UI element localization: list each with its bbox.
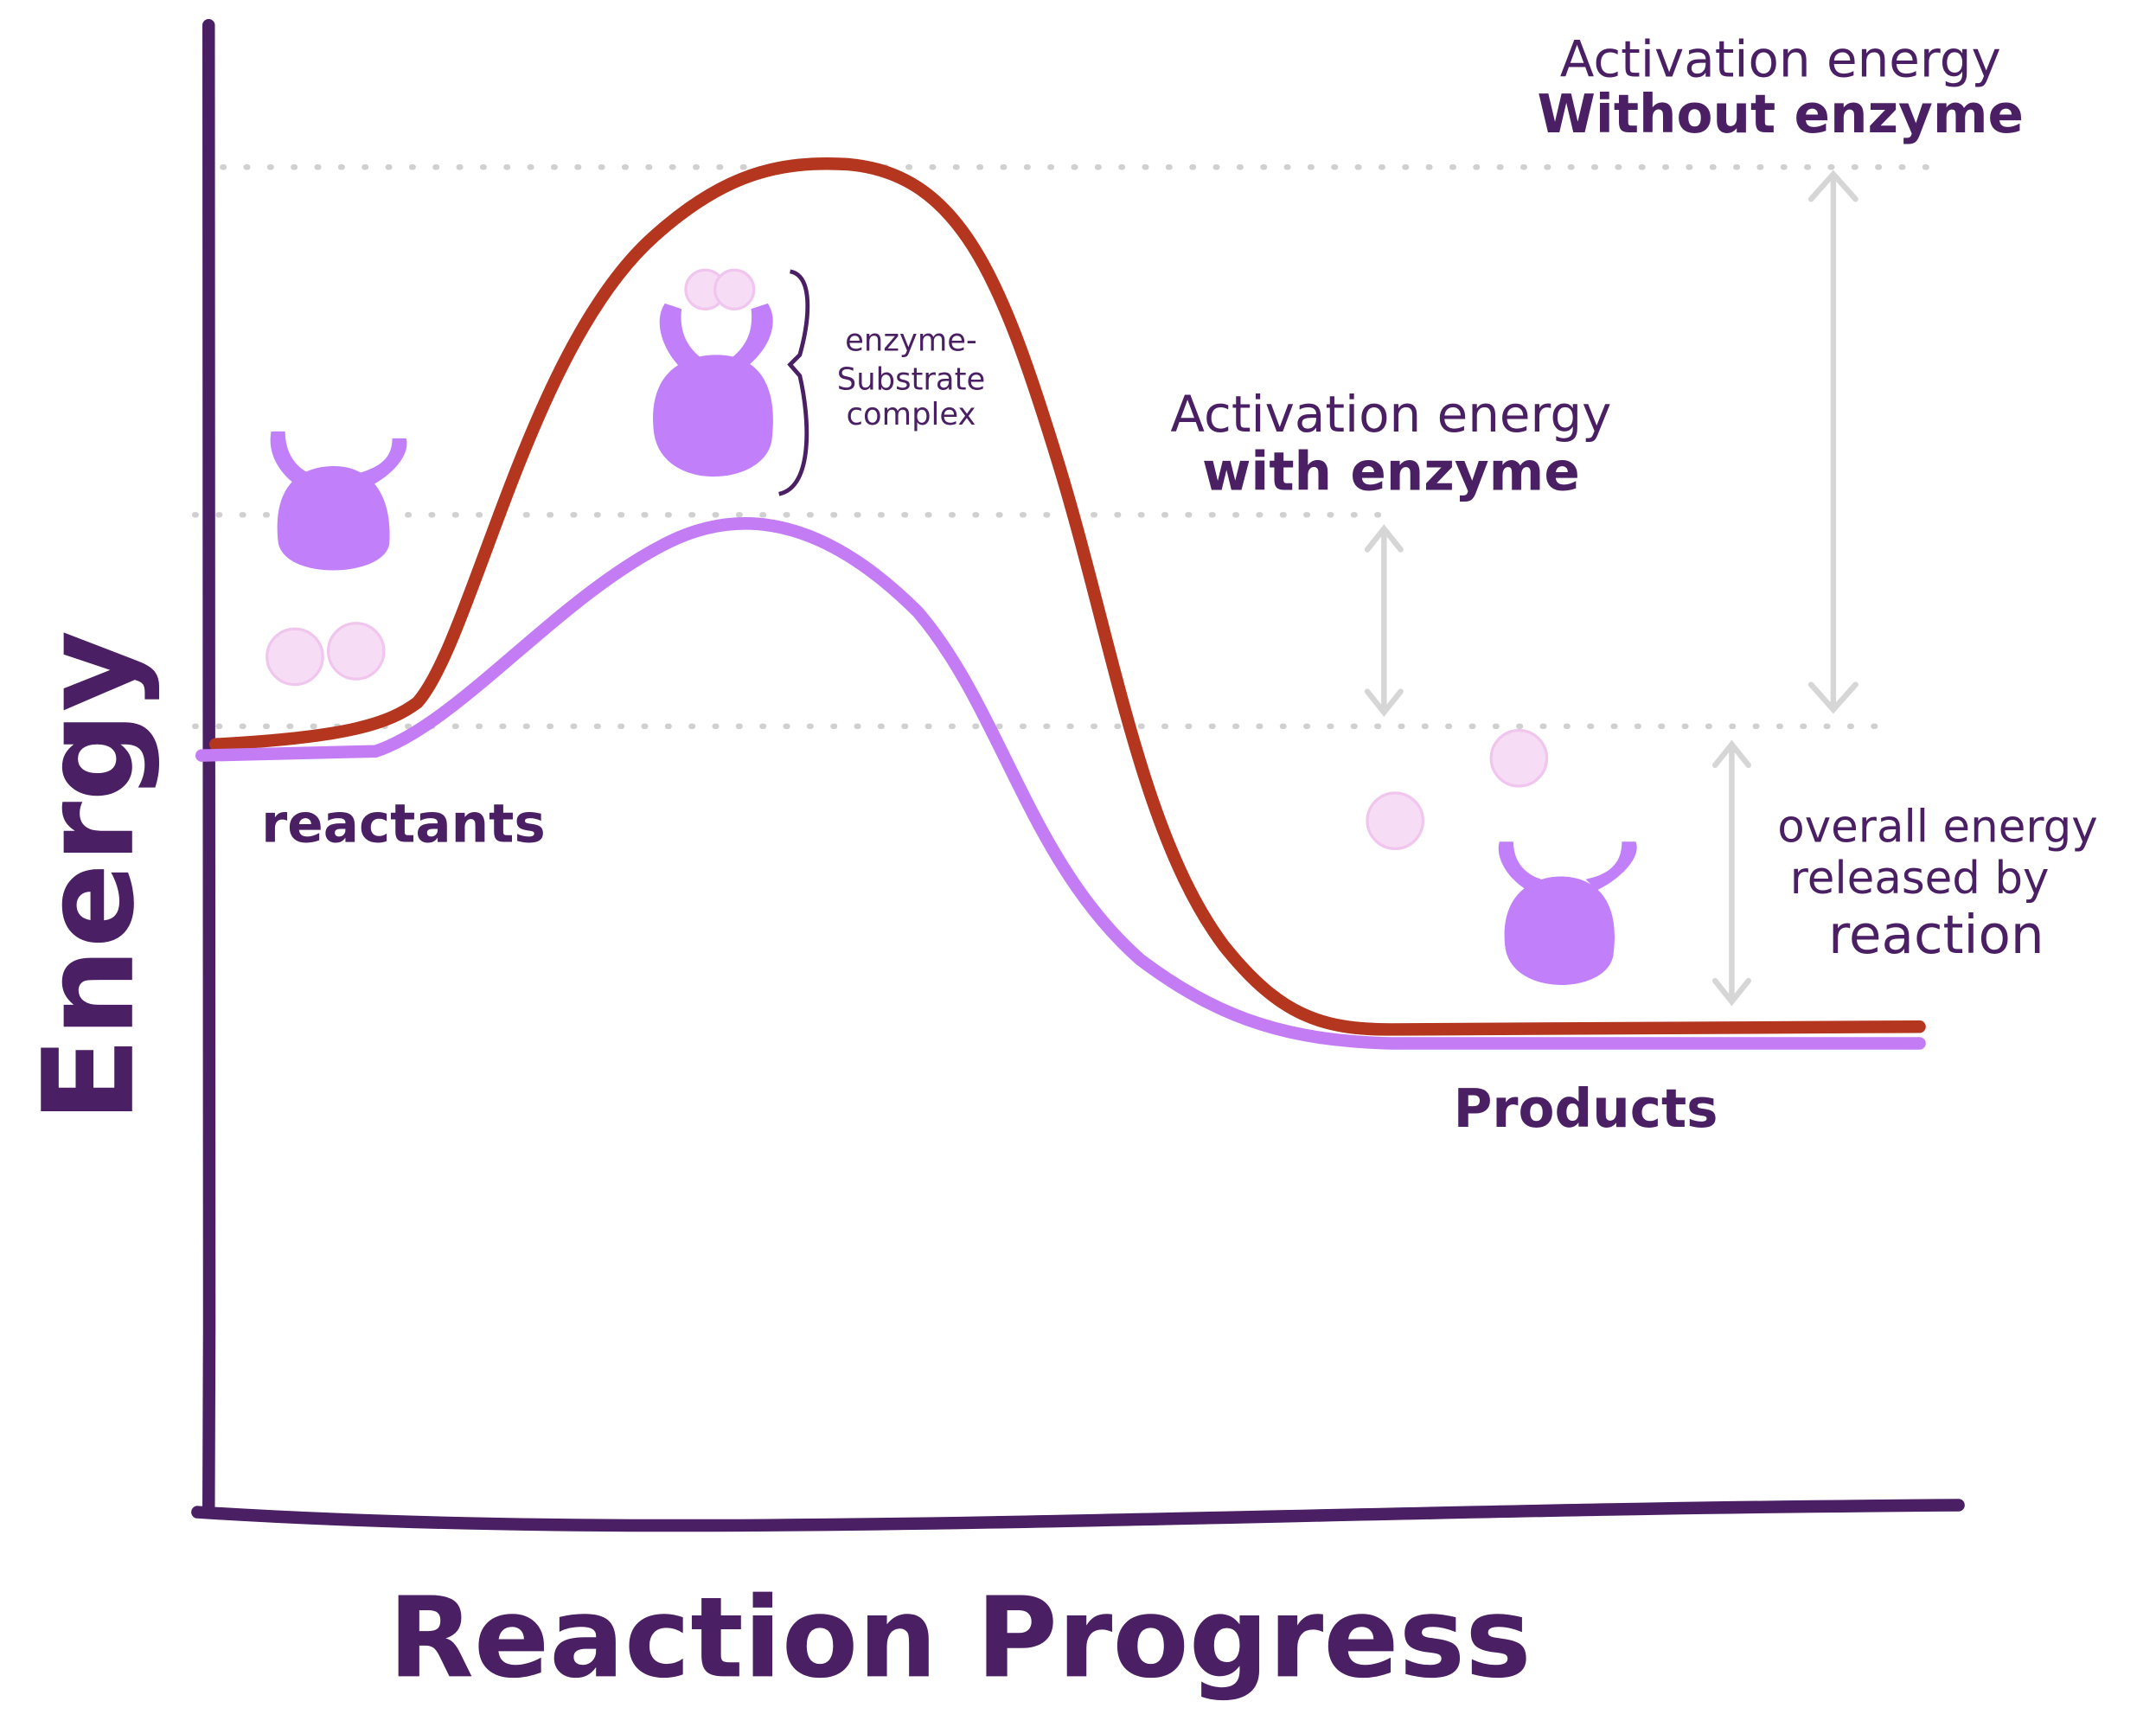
x-axis xyxy=(191,1499,1965,1532)
label-reactants: reactants xyxy=(261,793,546,854)
enzyme xyxy=(653,303,773,477)
x-axis-label: Reaction Progress xyxy=(388,1574,1532,1703)
label-without-enzyme: Activation energy xyxy=(1560,30,2001,89)
label-released: released by xyxy=(1790,853,2050,905)
label-released: overall energy xyxy=(1777,801,2098,853)
curve-without-enzyme xyxy=(209,157,1926,1036)
guides xyxy=(191,164,1950,730)
arrows xyxy=(1364,169,1859,1007)
substrate xyxy=(1366,791,1424,850)
label-complex: Substrate xyxy=(837,362,985,398)
label-complex: enzyme- xyxy=(845,323,977,359)
brace xyxy=(778,269,810,496)
enzymes xyxy=(270,303,1637,985)
label-complex: complex xyxy=(847,397,976,432)
label-products: Products xyxy=(1454,1078,1718,1140)
substrate xyxy=(713,268,756,310)
arrow xyxy=(1807,169,1859,714)
substrates xyxy=(266,268,1549,850)
label-without-enzyme: Without enzyme xyxy=(1537,84,2024,145)
y-axis xyxy=(202,18,216,1516)
arrow xyxy=(1364,524,1404,717)
arrow xyxy=(1711,739,1751,1007)
label-with-enzyme: with enzyme xyxy=(1202,441,1580,502)
curve-with-enzyme xyxy=(195,517,1926,1050)
enzyme xyxy=(1498,841,1637,985)
substrate xyxy=(266,627,324,687)
y-axis-label: Energy xyxy=(17,630,163,1122)
label-released: reaction xyxy=(1828,905,2044,966)
substrate xyxy=(1489,729,1549,788)
label-with-enzyme: Activation energy xyxy=(1170,385,1611,444)
enzyme xyxy=(270,431,407,571)
substrate xyxy=(326,622,386,681)
